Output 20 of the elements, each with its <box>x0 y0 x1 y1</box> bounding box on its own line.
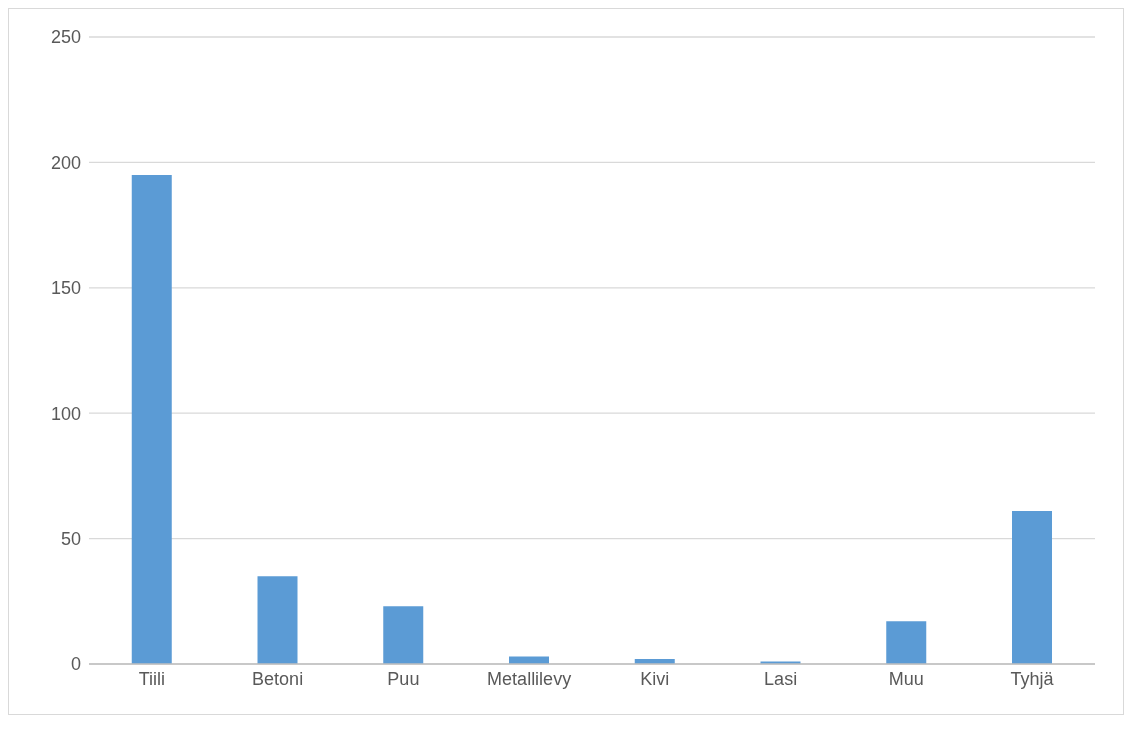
x-tick-label: Tiili <box>138 668 166 689</box>
x-tick-label: Metallilevy <box>487 668 572 689</box>
bar <box>131 174 172 664</box>
bar <box>886 621 927 664</box>
bar <box>1012 511 1053 664</box>
bar <box>257 576 298 664</box>
bar <box>383 606 424 664</box>
y-tick-label: 150 <box>50 278 81 299</box>
y-tick-label: 200 <box>50 152 81 173</box>
x-tick-label: Muu <box>888 668 924 689</box>
x-tick-label: Puu <box>387 668 420 689</box>
y-tick-label: 250 <box>50 27 81 48</box>
x-tick-label: Tyhjä <box>1010 668 1055 689</box>
x-tick-label: Kivi <box>640 668 670 689</box>
x-tick-label: Lasi <box>764 668 798 689</box>
y-tick-label: 100 <box>50 403 81 424</box>
y-tick-label: 0 <box>70 654 81 675</box>
x-tick-label: Betoni <box>252 668 304 689</box>
bar <box>509 656 550 664</box>
y-tick-label: 50 <box>60 528 81 549</box>
